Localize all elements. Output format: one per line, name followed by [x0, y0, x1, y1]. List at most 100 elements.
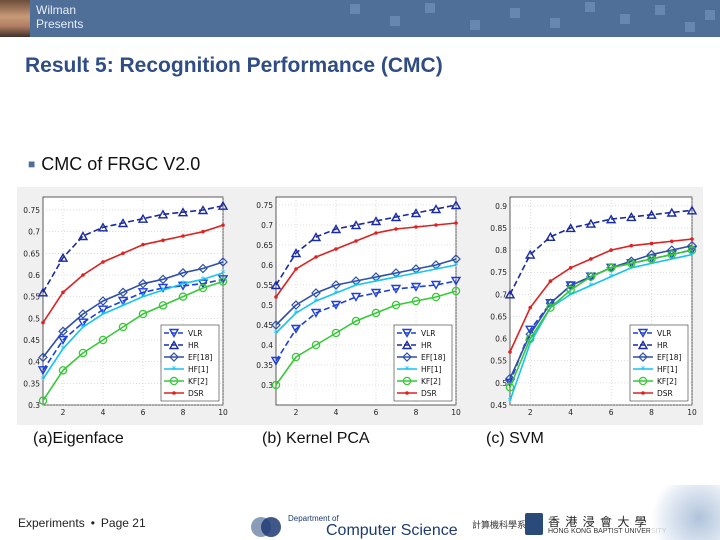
series-vlr-marker: [410, 282, 422, 292]
series-vlr-marker: [350, 292, 362, 302]
series-kf2-marker: [525, 334, 535, 343]
series-ef18-marker: [291, 300, 301, 310]
presenter-name: Wilman: [36, 3, 77, 17]
series-dsr-marker: [434, 223, 438, 227]
legend-ef18-label: EF[18]: [657, 353, 682, 362]
series-hf1-marker: *: [394, 273, 399, 284]
series-hr-marker: [430, 204, 442, 214]
series-hf1-marker: *: [568, 290, 573, 301]
series-vlr-marker: [157, 283, 169, 293]
series-hr-marker: [504, 289, 516, 299]
series-dsr-marker: [101, 260, 105, 264]
legend-hf1-label: HF[1]: [421, 365, 442, 374]
series-dsr-marker: [454, 221, 458, 225]
y-tick-label: 0.3: [28, 401, 40, 410]
series-vlr-marker: [270, 356, 282, 366]
series-kf2: [505, 245, 697, 392]
caption-eigenface: (a)Eigenface: [33, 430, 124, 447]
y-tick-label: 0.65: [23, 249, 40, 258]
y-tick-label: 0.55: [490, 357, 507, 366]
y-tick-label: 0.35: [23, 379, 40, 388]
bullet-square-icon: ■: [28, 157, 36, 171]
series-dsr: [508, 237, 694, 354]
series-ef18-line: [42, 261, 224, 358]
series-dsr-marker: [508, 350, 512, 354]
series-dsr-marker: [548, 279, 553, 283]
series-hf1-marker: *: [334, 289, 339, 300]
series-hf1-marker: *: [161, 286, 166, 297]
legend-dsr-label: DSR: [188, 389, 204, 398]
series-ef18-marker: [687, 240, 697, 251]
series-hf1-marker: *: [374, 277, 379, 288]
series-hf1-marker: *: [629, 263, 634, 274]
series-dsr-marker: [181, 234, 185, 238]
series-ef18-marker: [158, 274, 168, 285]
y-tick-label: 0.5: [28, 314, 40, 323]
y-tick-label: 0.8: [495, 246, 507, 255]
series-hf1-marker: *: [61, 344, 66, 355]
series-ef18-marker: [218, 257, 228, 267]
series-hf1-marker: *: [690, 250, 695, 261]
y-tick-label: 0.7: [495, 290, 507, 299]
x-tick-label: 4: [568, 408, 573, 417]
series-hf1-marker: *: [314, 297, 319, 308]
x-tick-label: 4: [101, 408, 106, 417]
chart-svm: 0.45 0.5 0.55 0.6 0.65 0.7 0.75 0.8 0.85 0.9 2 4 6 8 1…: [490, 196, 698, 417]
university-logo: 香 港 浸 會 大 學 HONG KONG BAPTIST UNIVERSITY: [525, 510, 720, 540]
x-tick-label: 8: [649, 408, 654, 417]
series-hf1-marker: *: [649, 259, 654, 270]
series-kf2-marker: [667, 250, 677, 259]
footer-separator: •: [90, 516, 95, 530]
legend-vlr-label: VLR: [657, 329, 672, 338]
series-hr: [37, 200, 229, 297]
x-tick-label: 6: [141, 408, 146, 417]
series-dsr-marker: [274, 295, 278, 299]
series-kf2: [38, 277, 228, 405]
y-tick-label: 0.65: [256, 241, 273, 250]
series-ef18-marker: [118, 287, 128, 298]
series-ef18-marker: [78, 309, 88, 319]
series-vlr-marker: [330, 300, 342, 310]
series-hr-marker: [370, 216, 382, 226]
series-hf1: * * * * * * * * * *: [41, 268, 226, 385]
legend-dsr-label: DSR: [657, 389, 673, 398]
legend-box: [393, 324, 453, 402]
y-tick-label: 0.6: [261, 261, 273, 270]
series-hr-marker: [137, 213, 149, 223]
x-tick-label: 2: [528, 408, 533, 417]
series-hr-marker: [646, 209, 657, 219]
series-kf2-marker: [546, 303, 555, 312]
series-dsr-marker: [649, 241, 654, 246]
series-ef18-marker: [505, 373, 515, 384]
series-hr-marker: [270, 280, 282, 290]
series-hf1-marker: *: [221, 268, 226, 279]
series-kf2: [271, 286, 461, 390]
bullet-item: ■ CMC of FRGC V2.0: [28, 154, 200, 175]
series-hf1-line: [275, 264, 457, 334]
series-hr-marker: [310, 232, 322, 242]
department-chinese: 計算機科學系: [472, 520, 527, 530]
legend-ef18-marker: [402, 352, 412, 362]
series-dsr-line: [42, 224, 224, 324]
series-kf2-marker: [647, 254, 656, 264]
x-tick-label: 2: [61, 408, 66, 417]
series-vlr-marker: [430, 280, 442, 290]
series-vlr-marker: [117, 296, 129, 306]
y-tick-label: 0.55: [256, 281, 273, 290]
y-tick-label: 0.35: [256, 361, 273, 370]
y-tick-label: 0.45: [256, 321, 273, 330]
series-vlr-marker: [197, 279, 209, 289]
bullet-text: CMC of FRGC V2.0: [41, 154, 201, 174]
series-hf1-marker: *: [609, 272, 614, 283]
series-hr-marker: [97, 222, 109, 232]
series-kf2-marker: [687, 245, 697, 255]
x-tick-label: 10: [451, 408, 461, 417]
series-kf2-marker: [391, 300, 401, 310]
series-kf2-marker: [218, 277, 228, 286]
series-kf2-marker: [138, 309, 148, 319]
legend-vlr-marker: [401, 328, 413, 338]
series-vlr-line: [275, 280, 457, 362]
university-english: HONG KONG BAPTIST UNIVERSITY: [548, 528, 667, 535]
series-vlr-marker: [177, 281, 189, 291]
series-hr-marker: [157, 209, 169, 219]
